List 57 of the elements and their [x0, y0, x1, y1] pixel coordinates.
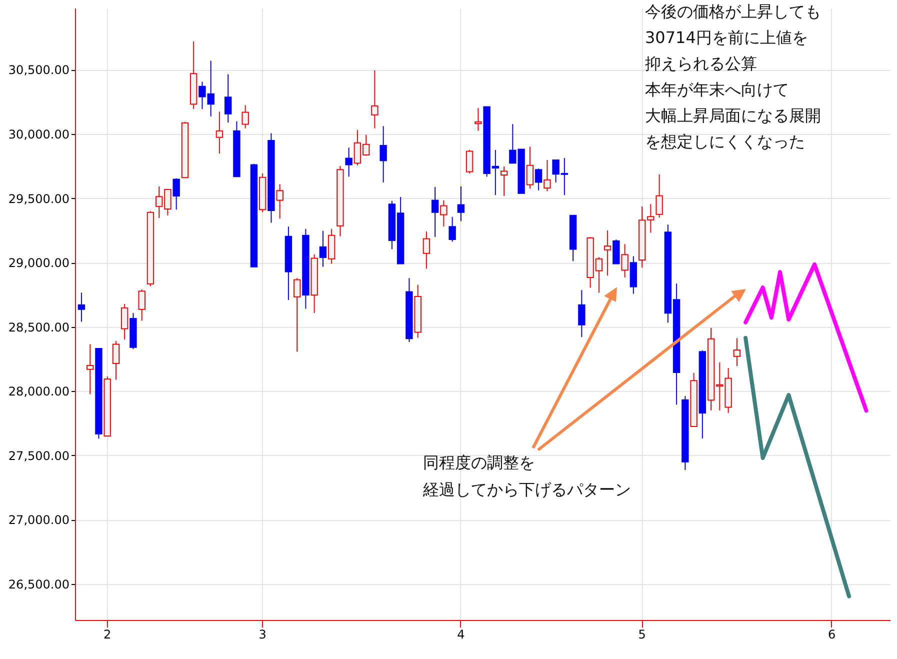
candlestick [733, 338, 741, 367]
candlestick [544, 159, 551, 192]
annotation: 30714円を前に上値を [645, 28, 808, 47]
candlestick [440, 200, 448, 228]
candlestick [612, 239, 620, 264]
annotation: 本年が年末へ向けて [645, 80, 789, 99]
candlestick [172, 178, 180, 210]
annotation: 抑えられる公算 [645, 54, 757, 73]
y-tick-label: 30,500.00 [8, 63, 70, 78]
candlestick [422, 230, 430, 269]
x-tick-label: 6 [828, 628, 836, 642]
y-tick-label: 30,000.00 [8, 128, 70, 142]
y-tick-label: 28,000.00 [8, 384, 70, 399]
candlestick [431, 186, 439, 238]
candlestick [448, 216, 456, 242]
y-tick-label: 28,500.00 [8, 320, 70, 334]
x-tick-label: 5 [638, 628, 646, 642]
candlestick [578, 290, 586, 338]
x-tick-label: 2 [104, 628, 112, 642]
annotation: 今後の価格が上昇しても [645, 2, 821, 21]
y-tick-label: 27,500.00 [8, 448, 70, 463]
x-tick-label: 3 [258, 628, 266, 642]
candlestick [474, 108, 482, 132]
annotation: 同程度の調整を [423, 453, 535, 472]
annotation: 経過してから下げるパターン [422, 480, 631, 499]
candlestick [138, 288, 146, 322]
candlestick [466, 149, 474, 174]
candlestick [112, 340, 120, 380]
candlestick [224, 74, 232, 124]
candlestick [534, 168, 542, 191]
candlestick [345, 147, 352, 178]
line-series [744, 336, 852, 598]
y-tick-label: 29,000.00 [8, 256, 70, 270]
candlestick [276, 184, 284, 220]
candlestick [319, 230, 327, 268]
candlestick [604, 230, 612, 276]
candlestick [242, 104, 249, 129]
candlestick [216, 111, 224, 154]
line-series [744, 262, 868, 413]
candlestick [380, 126, 387, 183]
candlestick [656, 174, 663, 218]
annotation: 大幅上昇局面になる展開 [645, 106, 821, 125]
y-tick-label: 27,000.00 [8, 513, 70, 528]
annotation: を想定しにくくなった [645, 132, 805, 151]
candlestick [526, 146, 534, 190]
candlestick [328, 228, 336, 264]
candlestick [621, 244, 628, 278]
candlestick [78, 292, 86, 322]
x-tick-label: 4 [457, 628, 465, 642]
candlestick [371, 70, 378, 129]
candlestick [500, 166, 508, 196]
candlestick [120, 303, 128, 340]
candlestick [86, 344, 94, 395]
candlestick [457, 186, 465, 222]
candlestick [293, 278, 301, 352]
y-tick-label: 26,500.00 [8, 578, 70, 592]
y-tick-label: 29,500.00 [8, 192, 70, 206]
